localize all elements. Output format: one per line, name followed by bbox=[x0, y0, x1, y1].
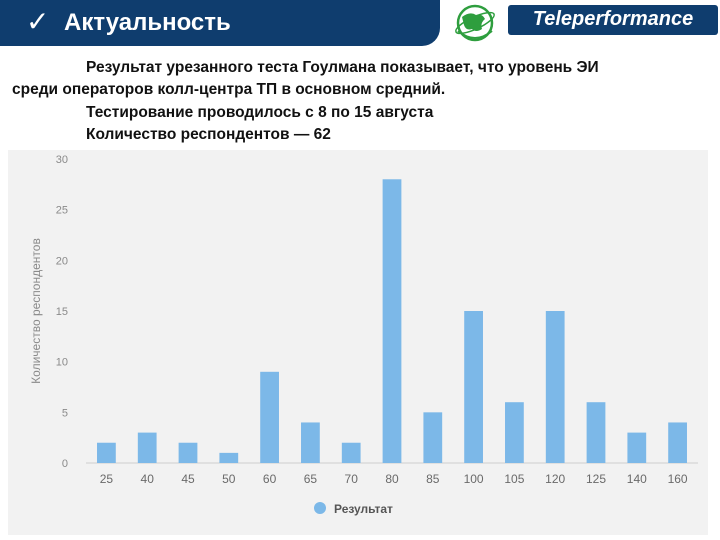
header-bar bbox=[0, 0, 440, 46]
bar bbox=[178, 442, 198, 463]
bar bbox=[260, 371, 279, 463]
bar bbox=[505, 402, 524, 463]
bar bbox=[464, 311, 483, 463]
legend-label: Результат bbox=[334, 502, 393, 516]
x-tick-label: 60 bbox=[263, 472, 277, 486]
bar bbox=[423, 412, 443, 463]
y-tick-label: 20 bbox=[56, 255, 68, 267]
bar bbox=[301, 422, 320, 463]
x-tick-label: 100 bbox=[464, 472, 484, 486]
bar bbox=[219, 452, 239, 463]
y-tick-label: 25 bbox=[56, 205, 68, 217]
x-tick-label: 70 bbox=[345, 472, 359, 486]
bar bbox=[668, 422, 687, 463]
bar bbox=[627, 432, 647, 463]
y-tick-label: 10 bbox=[56, 357, 68, 369]
y-axis-label: Количество респондентов bbox=[29, 238, 43, 384]
bar bbox=[545, 311, 565, 463]
y-tick-label: 15 bbox=[56, 306, 68, 318]
y-tick-label: 0 bbox=[62, 458, 68, 470]
brand-logo: Teleperformance bbox=[508, 5, 718, 35]
x-tick-label: 125 bbox=[586, 472, 606, 486]
y-tick-label: 30 bbox=[56, 154, 68, 166]
globe-icon bbox=[455, 4, 495, 42]
x-tick-label: 40 bbox=[141, 472, 155, 486]
bar bbox=[97, 442, 116, 463]
slide-title: Актуальность bbox=[64, 9, 231, 36]
bar bbox=[586, 402, 606, 463]
x-tick-label: 160 bbox=[668, 472, 688, 486]
bar bbox=[137, 432, 157, 463]
bar bbox=[341, 442, 361, 463]
x-tick-label: 85 bbox=[426, 472, 440, 486]
x-tick-label: 25 bbox=[100, 472, 114, 486]
chart-area: 0 5 10 15 20 25 30 25 40 45 50 60 65 70 80 85 100 105 120 1… bbox=[8, 150, 708, 535]
description-line-2: среди операторов колл-центра ТП в основн… bbox=[12, 81, 446, 98]
x-tick-label: 80 bbox=[385, 472, 399, 486]
bar-chart: 0 5 10 15 20 25 30 25 40 45 50 60 65 70 80 85 100 105 120 1… bbox=[29, 154, 698, 516]
description-line-4: Количество респондентов — 62 bbox=[86, 126, 331, 143]
x-tick-label: 105 bbox=[504, 472, 524, 486]
x-tick-label: 45 bbox=[181, 472, 195, 486]
y-tick-label: 5 bbox=[62, 407, 68, 419]
x-tick-label: 120 bbox=[545, 472, 565, 486]
description-line-1: Результат урезанного теста Гоулмана пока… bbox=[86, 59, 599, 76]
x-tick-label: 140 bbox=[627, 472, 647, 486]
bar bbox=[382, 179, 402, 463]
brand-text: Teleperformance bbox=[532, 8, 694, 30]
x-tick-label: 65 bbox=[304, 472, 318, 486]
x-tick-label: 50 bbox=[222, 472, 236, 486]
check-icon: ✓ bbox=[26, 5, 50, 38]
legend-marker bbox=[314, 502, 326, 514]
description-line-3: Тестирование проводилось с 8 по 15 авгус… bbox=[86, 104, 434, 121]
